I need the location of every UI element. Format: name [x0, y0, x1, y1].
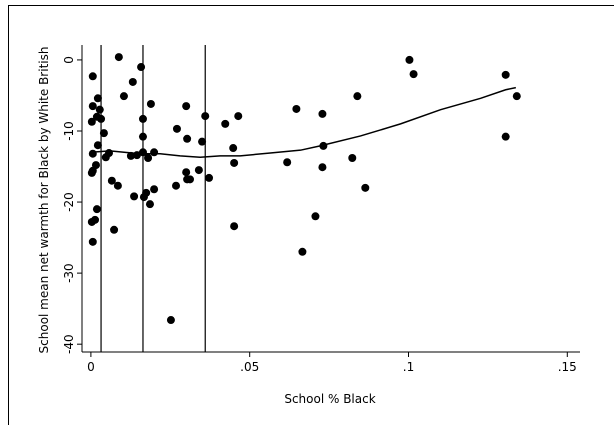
point — [87, 217, 96, 226]
point — [405, 55, 414, 64]
point — [194, 166, 203, 175]
x-tick-label: 0 — [87, 360, 95, 374]
point — [92, 205, 101, 214]
point — [166, 316, 175, 325]
point — [283, 158, 292, 167]
point — [182, 168, 191, 177]
y-tick-label: -20 — [62, 192, 76, 212]
point — [113, 181, 122, 190]
point — [95, 105, 104, 114]
point — [221, 119, 230, 128]
point — [172, 181, 181, 190]
point — [311, 212, 320, 221]
point — [205, 173, 214, 182]
point — [298, 247, 307, 256]
point — [107, 176, 116, 185]
y-tick-label: -30 — [62, 263, 76, 283]
point — [114, 53, 123, 62]
point — [99, 129, 108, 138]
point — [512, 92, 521, 101]
point — [361, 183, 370, 192]
point — [145, 200, 154, 209]
y-tick-label: -40 — [62, 334, 76, 354]
point — [138, 132, 147, 141]
point — [234, 112, 243, 121]
point — [101, 153, 110, 162]
point — [185, 175, 194, 184]
x-tick-label: .05 — [240, 360, 259, 374]
x-tick-label: .1 — [403, 360, 414, 374]
point — [137, 63, 146, 72]
point — [87, 117, 96, 126]
point — [119, 92, 128, 101]
point — [409, 70, 418, 79]
point — [93, 141, 102, 150]
point — [88, 166, 97, 175]
fit-line — [90, 86, 516, 159]
point — [93, 94, 102, 103]
point — [201, 112, 210, 121]
point — [229, 144, 238, 153]
point — [501, 132, 510, 141]
point — [150, 185, 159, 194]
point — [130, 192, 139, 201]
point — [128, 77, 137, 86]
point — [146, 99, 155, 108]
point — [88, 149, 97, 158]
point — [144, 153, 153, 162]
x-axis-title: School % Black — [284, 392, 375, 406]
point — [182, 102, 191, 111]
point — [110, 225, 119, 234]
point — [292, 104, 301, 113]
point — [230, 158, 239, 167]
point — [88, 72, 97, 81]
point — [348, 153, 357, 162]
point — [353, 92, 362, 101]
point — [318, 163, 327, 172]
point — [318, 109, 327, 118]
y-axis-title: School mean net warmth for Black by Whit… — [37, 47, 51, 354]
point — [139, 193, 148, 202]
x-tick-label: .15 — [558, 360, 577, 374]
point — [172, 124, 181, 133]
point — [230, 222, 239, 231]
y-tick-label: -10 — [62, 121, 76, 141]
point — [183, 134, 192, 143]
point — [97, 114, 106, 123]
point — [138, 114, 147, 123]
point — [126, 151, 135, 160]
point — [501, 70, 510, 79]
y-tick-label: 0 — [62, 56, 76, 64]
point — [88, 102, 97, 111]
point — [150, 148, 159, 157]
point — [198, 137, 207, 146]
point — [88, 237, 97, 246]
